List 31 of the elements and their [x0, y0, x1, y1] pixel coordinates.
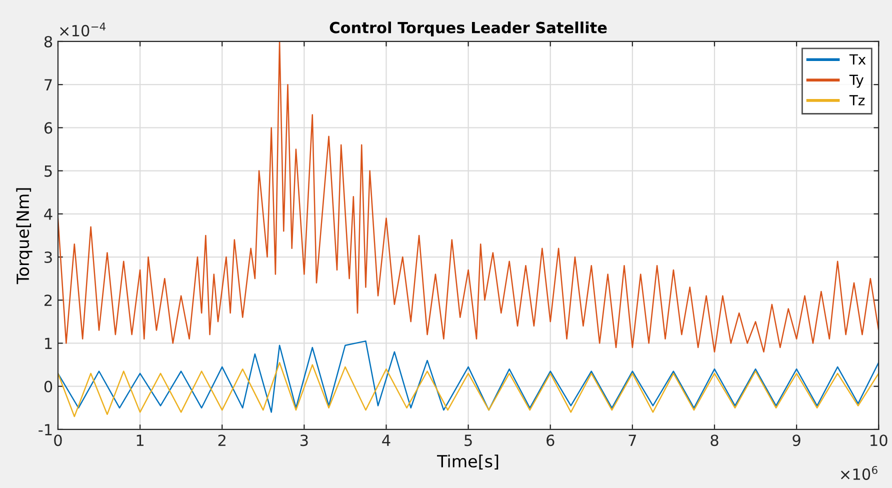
line-series: [58, 340, 879, 413]
y-tick-label: 0: [44, 380, 52, 392]
x-tick-label: 6: [546, 434, 554, 446]
y-tick-label: -1: [38, 424, 52, 436]
y-tick-label: 5: [44, 165, 52, 177]
text: ×10$^{6}$: [840, 466, 878, 480]
y-axis-title: Torque[Nm]: [16, 188, 32, 284]
y-tick-label: 4: [44, 208, 52, 220]
legend-label: Tx: [849, 54, 866, 65]
y-tick-label: 3: [44, 251, 52, 264]
x-axis-title: Time[s]: [437, 454, 498, 470]
legend-label: Tz: [849, 95, 865, 106]
x-tick-label: 2: [218, 434, 226, 446]
x-tick-label: 3: [300, 434, 308, 446]
x-tick-label: 5: [464, 434, 472, 446]
y-tick-label: 1: [45, 338, 52, 350]
x-tick-label: 7: [628, 434, 636, 446]
y-tick-label: 2: [44, 294, 52, 306]
x-tick-label: 8: [710, 434, 718, 446]
chart-title: Control Torques Leader Satellite: [330, 22, 607, 36]
y-tick-label: 6: [44, 122, 52, 134]
y-tick-label: 7: [44, 79, 52, 90]
x-tick-label: 10: [870, 434, 888, 446]
x-tick-label: 9: [792, 434, 800, 446]
x-tick-label: 4: [382, 434, 390, 446]
text: ×10$^{−4}$: [60, 22, 106, 36]
x-tick-label: 1: [136, 434, 144, 446]
x-tick-label: 0: [54, 434, 62, 446]
legend-label: Ty: [849, 74, 864, 88]
y-tick-label: 8: [44, 36, 52, 48]
line-series: [58, 362, 879, 418]
